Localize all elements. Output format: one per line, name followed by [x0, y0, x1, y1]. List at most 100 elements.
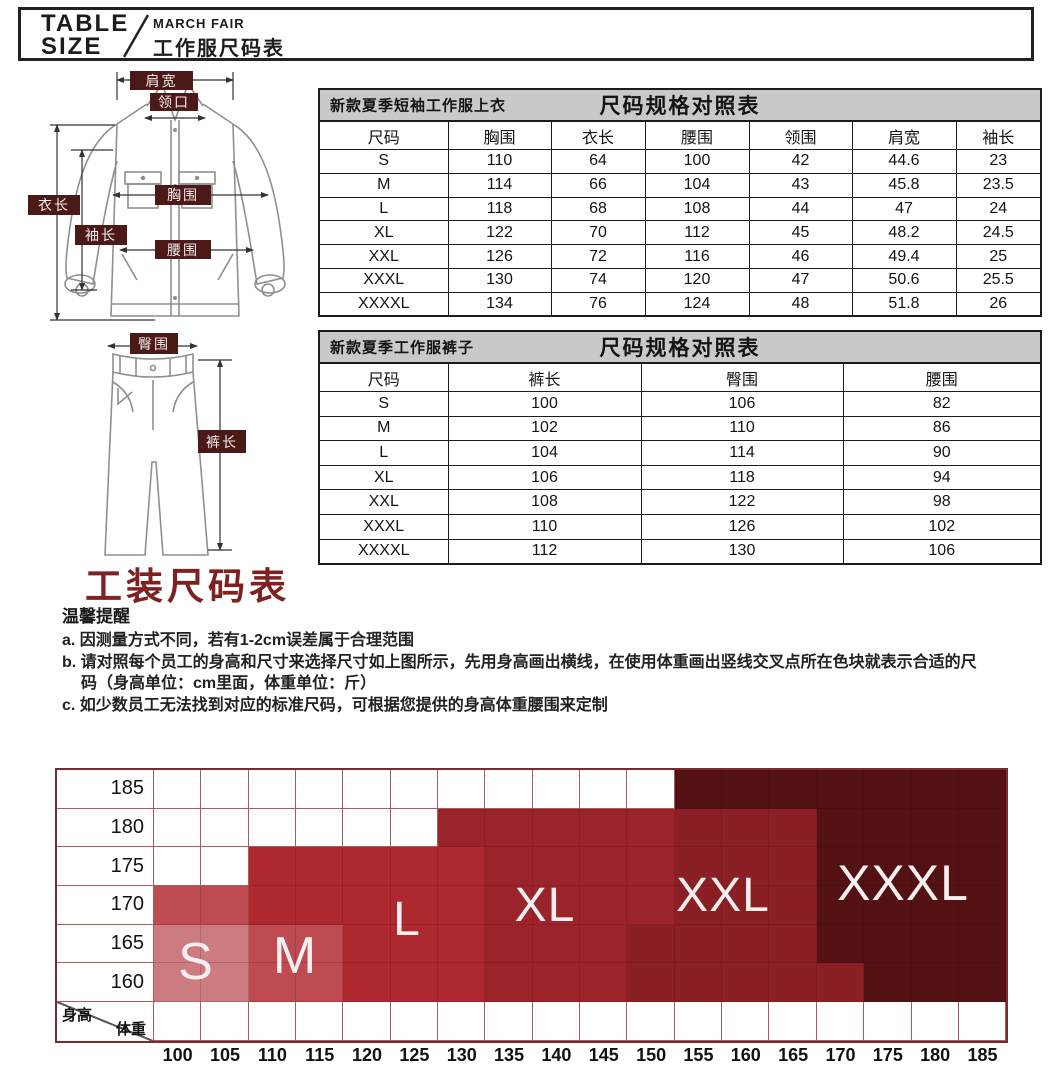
heatmap-cell [769, 1002, 817, 1041]
table-cell: 46 [748, 244, 853, 269]
heatmap-cell [816, 847, 865, 887]
table-cell: XL [318, 220, 449, 246]
shirt-size-table: 新款夏季短袖工作服上衣 尺码规格对照表 尺码 胸围 衣长 腰围 领围 肩宽 袖长 S 110 64 10… [317, 88, 1043, 318]
heatmap-cell [627, 924, 675, 964]
heatmap-cell [390, 886, 439, 925]
column-header: 腰围 [644, 120, 750, 150]
table-cell: 76 [550, 291, 646, 317]
heatmap-cell [485, 963, 533, 1003]
heatmap-cell [438, 847, 486, 887]
table-cell: 44 [748, 196, 853, 222]
pants-diagram: 臀围 裤长 [60, 330, 310, 565]
heatmap-cell [627, 1002, 675, 1041]
heatmap-cell [296, 808, 344, 848]
size-region-label-xxl: XXL [676, 869, 770, 922]
heatmap-cell [864, 886, 912, 925]
heatmap-cell [390, 963, 439, 1003]
table-cell: 82 [842, 391, 1042, 417]
table-row: S 110 64 100 42 44.6 23 [318, 149, 1042, 174]
heatmap-cell [911, 963, 959, 1003]
heatmap-cell [627, 770, 675, 809]
axis-corner-cell: 身高 体重 [57, 1002, 154, 1041]
table-row: XXXL 110 126 102 [318, 513, 1042, 540]
heatmap-cell [154, 770, 202, 809]
heatmap-grid: 185 180 175 170 165 160 身高 体重 [55, 768, 1009, 1043]
weight-tick-label: 155 [683, 1045, 714, 1065]
table-cell: 134 [447, 291, 552, 317]
table-cell: S [318, 391, 449, 417]
heatmap-cell [343, 886, 391, 925]
weight-tick-label: 150 [636, 1045, 667, 1065]
weight-tick-label: 120 [352, 1045, 383, 1065]
heatmap-cell [911, 1002, 959, 1041]
notice-item-c: c. 如少数员工无法找到对应的标准尺码，可根据您提供的身高体重腰围来定制 [62, 696, 608, 714]
heatmap-cell [154, 847, 202, 887]
heatmap-cell [390, 770, 439, 809]
garment-length-label: 衣长 [28, 195, 80, 215]
table-cell: 45 [748, 220, 853, 246]
heatmap-cell [390, 808, 439, 848]
heatmap-cell [911, 847, 959, 887]
heatmap-cell [485, 1002, 533, 1041]
weight-tick-label: 185 [967, 1045, 998, 1065]
heatmap-cell [154, 886, 202, 925]
heatmap-cell [816, 886, 865, 925]
weight-tick-label: 125 [399, 1045, 430, 1065]
weight-axis-labels: 100 105 110 115 120 125 130 135 140 145 150 155 160 1… [55, 1045, 1006, 1066]
pants-size-table: 新款夏季工作服裤子 尺码规格对照表 尺码 裤长 臀围 腰围 S 100 106 82 M 102 110… [318, 330, 1042, 565]
table-row: M 114 66 104 43 45.8 23.5 [318, 172, 1042, 198]
table-cell: 104 [447, 440, 642, 466]
heatmap-cell [343, 808, 391, 848]
weight-tick-label: 135 [494, 1045, 525, 1065]
notice-block: 温馨提醒 a. 因测量方式不同，若有1-2cm误差属于合理范围 b. 请对照每个… [62, 602, 992, 716]
table-cell: 104 [644, 172, 750, 198]
table-cell: 51.8 [851, 291, 957, 317]
header-box: TABLE SIZE MARCH FAIR 工作服尺码表 [18, 7, 1034, 61]
heatmap-cell [769, 924, 817, 964]
column-header: 裤长 [447, 362, 642, 392]
heatmap-cell [296, 924, 344, 964]
table-row: XXXXL 112 130 106 [318, 538, 1042, 565]
column-header: 肩宽 [851, 120, 957, 150]
height-tick-label: 170 [57, 886, 154, 925]
table-cell: 47 [748, 267, 853, 293]
heatmap-cell [201, 808, 249, 848]
table-cell: 72 [550, 244, 646, 269]
heatmap-cell [958, 770, 1007, 809]
table-cell: 45.8 [851, 172, 957, 198]
height-tick-label: 165 [57, 924, 154, 964]
heatmap-cell [769, 770, 817, 809]
heatmap-cell [296, 847, 344, 887]
table-cell: 100 [644, 149, 750, 174]
heatmap-cell [769, 847, 817, 887]
weight-tick-label: 140 [541, 1045, 572, 1065]
height-tick-label: 175 [57, 847, 154, 887]
heatmap-cell [532, 847, 581, 887]
section-title: 工装尺码表 [85, 566, 290, 607]
table-cell: L [318, 196, 449, 222]
table-cell: 116 [644, 244, 750, 269]
table-cell: 70 [550, 220, 646, 246]
heatmap-cell [769, 808, 817, 848]
heatmap-cell [958, 886, 1007, 925]
table-cell: XXXXL [318, 291, 449, 317]
heatmap-cell [201, 1002, 249, 1041]
heatmap-cell [958, 963, 1007, 1003]
heatmap-cell [532, 808, 581, 848]
heatmap-cell [154, 924, 202, 964]
table-row: XXXL 130 74 120 47 50.6 25.5 [318, 267, 1042, 293]
height-tick-label: 160 [57, 963, 154, 1003]
weight-tick-label: 165 [778, 1045, 809, 1065]
heatmap-cell [390, 847, 439, 887]
chest-label: 胸围 [155, 185, 211, 205]
table-cell: 49.4 [851, 244, 957, 269]
heatmap-cell [248, 963, 297, 1003]
heatmap-cell [438, 1002, 486, 1041]
heatmap-cell [674, 808, 723, 848]
heatmap-cell [438, 770, 486, 809]
heatmap-cell [864, 808, 912, 848]
heatmap-cell [722, 808, 770, 848]
size-region-label-xxxl: XXXL [837, 855, 969, 911]
table-row: XXL 108 122 98 [318, 489, 1042, 515]
heatmap-cell [674, 847, 723, 887]
